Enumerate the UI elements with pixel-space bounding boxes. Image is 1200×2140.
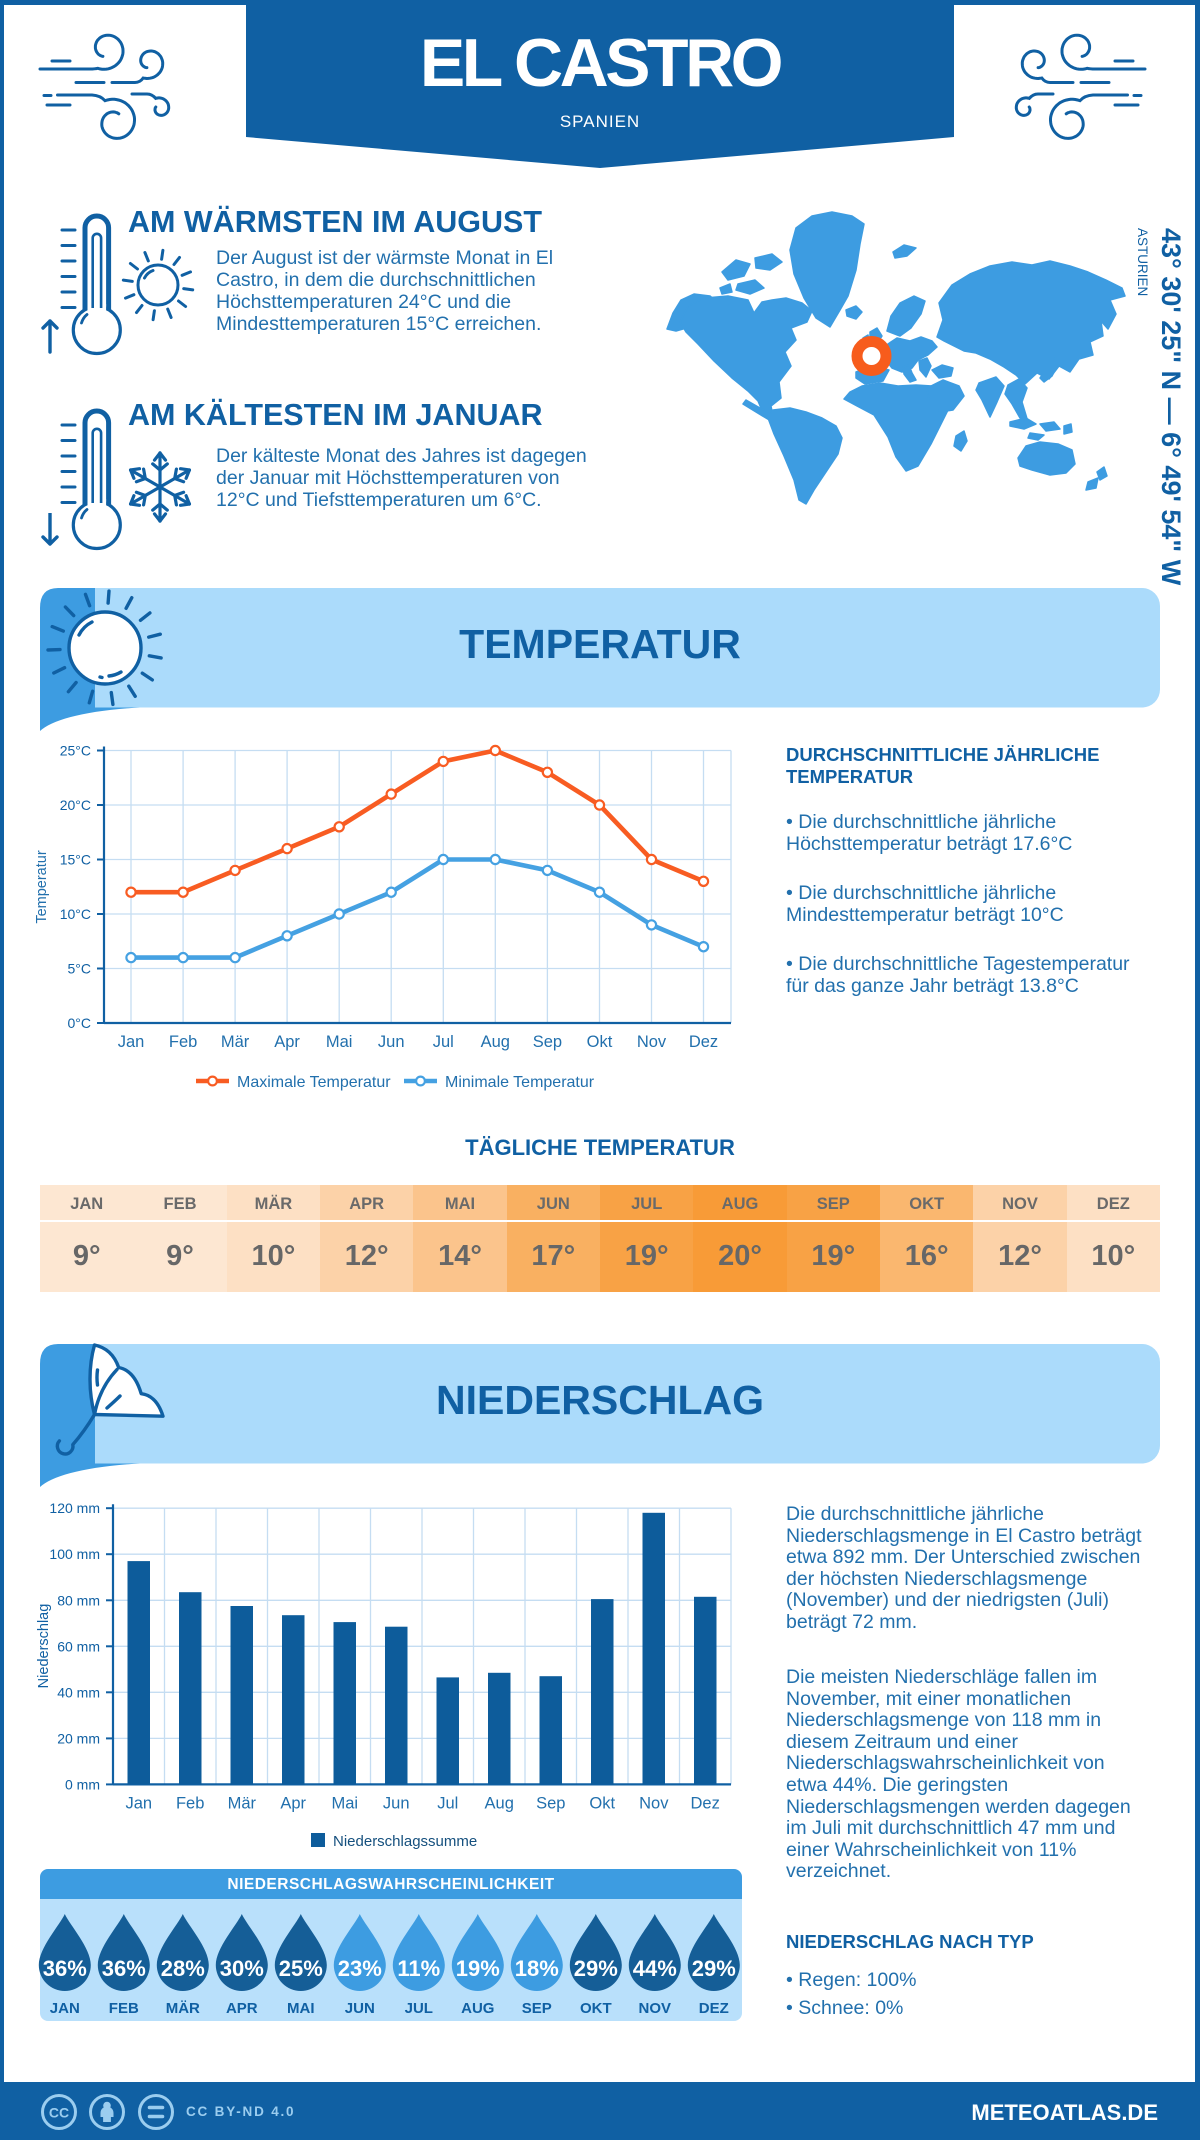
svg-text:Feb: Feb <box>169 1033 197 1051</box>
svg-text:19%: 19% <box>456 1956 500 1981</box>
svg-text:80 mm: 80 mm <box>57 1592 100 1608</box>
svg-text:0°C: 0°C <box>68 1015 92 1031</box>
svg-text:OKT: OKT <box>580 2000 612 2017</box>
svg-text:FEB: FEB <box>109 2000 139 2017</box>
svg-text:23%: 23% <box>338 1956 382 1981</box>
svg-text:CC: CC <box>49 2105 69 2121</box>
svg-text:30%: 30% <box>220 1956 264 1981</box>
svg-text:Sep: Sep <box>533 1033 562 1051</box>
svg-text:Temperatur: Temperatur <box>34 850 50 924</box>
svg-text:Mai: Mai <box>326 1033 353 1051</box>
svg-text:Sep: Sep <box>536 1794 565 1812</box>
svg-text:Okt: Okt <box>589 1794 615 1812</box>
svg-text:36%: 36% <box>43 1956 87 1981</box>
svg-text:JUN: JUN <box>345 2000 375 2017</box>
svg-text:28%: 28% <box>161 1956 205 1981</box>
svg-text:Jul: Jul <box>433 1033 454 1051</box>
svg-text:Mär: Mär <box>228 1794 257 1812</box>
svg-text:Niederschlagssumme: Niederschlagssumme <box>333 1833 477 1850</box>
svg-text:Dez: Dez <box>689 1033 718 1051</box>
svg-text:20°C: 20°C <box>60 797 91 813</box>
svg-text:Jul: Jul <box>437 1794 458 1812</box>
svg-text:Mär: Mär <box>221 1033 250 1051</box>
svg-text:Nov: Nov <box>639 1794 669 1812</box>
svg-text:11%: 11% <box>397 1956 440 1981</box>
svg-text:JUL: JUL <box>405 2000 433 2017</box>
svg-text:Aug: Aug <box>481 1033 510 1051</box>
svg-text:Jun: Jun <box>383 1794 410 1812</box>
svg-text:Aug: Aug <box>485 1794 514 1812</box>
svg-text:Jun: Jun <box>378 1033 405 1051</box>
svg-text:APR: APR <box>226 2000 258 2017</box>
svg-text:Okt: Okt <box>587 1033 613 1051</box>
svg-text:20 mm: 20 mm <box>57 1730 100 1746</box>
svg-text:10°C: 10°C <box>60 906 91 922</box>
svg-text:AUG: AUG <box>461 2000 494 2017</box>
svg-text:Apr: Apr <box>274 1033 300 1051</box>
svg-text:Jan: Jan <box>125 1794 152 1812</box>
svg-text:Niederschlag: Niederschlag <box>36 1604 52 1689</box>
svg-text:0 mm: 0 mm <box>65 1776 100 1792</box>
svg-text:44%: 44% <box>633 1956 677 1981</box>
svg-text:18%: 18% <box>515 1956 559 1981</box>
svg-text:MÄR: MÄR <box>166 2000 200 2017</box>
svg-text:Mai: Mai <box>332 1794 359 1812</box>
svg-text:29%: 29% <box>692 1956 736 1981</box>
svg-text:60 mm: 60 mm <box>57 1638 100 1654</box>
svg-text:Nov: Nov <box>637 1033 667 1051</box>
svg-text:25°C: 25°C <box>60 743 91 759</box>
svg-text:120 mm: 120 mm <box>49 1500 100 1516</box>
svg-text:29%: 29% <box>574 1956 618 1981</box>
svg-text:SEP: SEP <box>522 2000 552 2017</box>
svg-text:DEZ: DEZ <box>699 2000 729 2017</box>
svg-text:Apr: Apr <box>280 1794 306 1812</box>
svg-text:Feb: Feb <box>176 1794 204 1812</box>
svg-text:Maximale Temperatur: Maximale Temperatur <box>237 1074 391 1091</box>
svg-text:NOV: NOV <box>639 2000 672 2017</box>
svg-text:Minimale Temperatur: Minimale Temperatur <box>445 1074 595 1091</box>
svg-text:36%: 36% <box>102 1956 146 1981</box>
svg-text:JAN: JAN <box>50 2000 80 2017</box>
svg-text:5°C: 5°C <box>68 961 92 977</box>
svg-text:Dez: Dez <box>691 1794 720 1812</box>
svg-text:40 mm: 40 mm <box>57 1684 100 1700</box>
svg-text:25%: 25% <box>279 1956 323 1981</box>
svg-text:100 mm: 100 mm <box>49 1546 100 1562</box>
svg-text:15°C: 15°C <box>60 852 91 868</box>
svg-text:MAI: MAI <box>287 2000 315 2017</box>
svg-text:Jan: Jan <box>118 1033 145 1051</box>
